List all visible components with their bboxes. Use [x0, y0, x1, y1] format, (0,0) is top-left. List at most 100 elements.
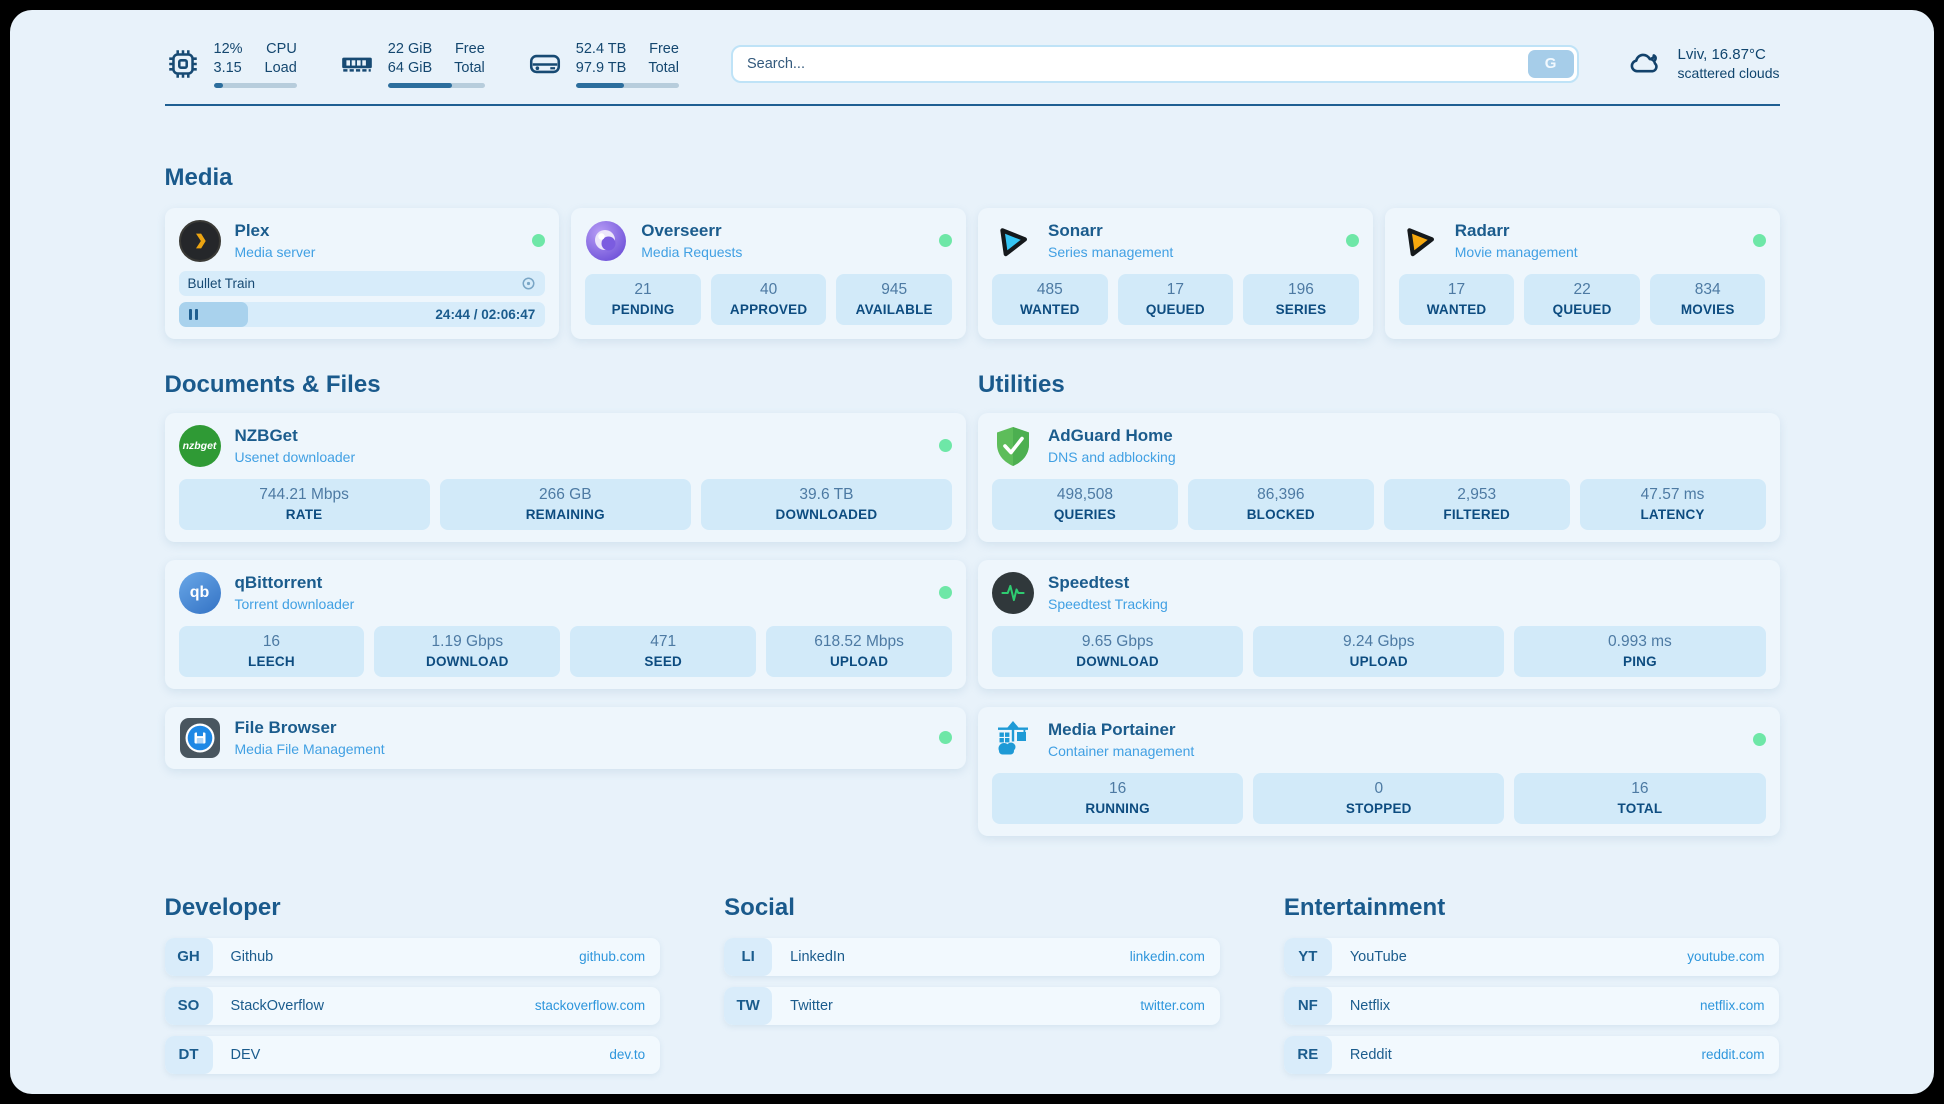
portainer-icon: [992, 719, 1034, 761]
app-card-plex[interactable]: Plex Media server Bullet Train 24:44 / 0: [164, 207, 560, 339]
stat-queued: 22 QUEUED: [1524, 273, 1640, 325]
bookmark-url: linkedin.com: [1129, 949, 1205, 965]
hardware-widgets: 12% 3.15 CPU Load: [165, 40, 679, 88]
bookmark-stackoverflow[interactable]: SO StackOverflow stackoverflow.com: [164, 986, 661, 1025]
stat-wanted: 17 WANTED: [1398, 273, 1515, 325]
disk-label-2: Total: [648, 59, 679, 76]
stat-blocked: 86,396 BLOCKED: [1187, 478, 1374, 530]
session-disc-icon[interactable]: [521, 276, 536, 291]
top-bar: 12% 3.15 CPU Load: [165, 10, 1780, 88]
disk-label-1: Free: [649, 41, 679, 57]
bookmark-reddit[interactable]: RE Reddit reddit.com: [1283, 1035, 1780, 1074]
app-card-portainer[interactable]: Media Portainer Container management 16 …: [978, 706, 1780, 836]
stat-latency: 47.57 ms LATENCY: [1579, 478, 1766, 530]
bookmark-abbr: LI: [724, 937, 773, 976]
weather-condition: scattered clouds: [1677, 65, 1780, 82]
disk-widget: 52.4 TB 97.9 TB Free Total: [527, 40, 679, 88]
cpu-label-2: Load: [264, 59, 297, 76]
app-card-qbittorrent[interactable]: qb qBittorrent Torrent downloader 16 LEE…: [164, 559, 966, 689]
bookmark-github[interactable]: GH Github github.com: [164, 937, 661, 976]
app-card-speedtest[interactable]: Speedtest Speedtest Tracking 9.65 Gbps D…: [978, 559, 1780, 689]
sonarr-icon: [992, 220, 1034, 262]
disk-free: 52.4 TB: [575, 41, 627, 57]
bookmark-netflix[interactable]: NF Netflix netflix.com: [1283, 986, 1780, 1025]
bookmark-group-social: Social LI LinkedIn linkedin.com TW Twitt…: [724, 894, 1220, 1085]
app-name: Plex: [234, 221, 270, 241]
section-title-utilities: Utilities: [978, 370, 1065, 398]
playback-progress-bar: 24:44 / 02:06:47: [178, 301, 546, 327]
bookmark-name: Twitter: [790, 997, 833, 1014]
bookmark-name: LinkedIn: [790, 948, 845, 965]
app-subtitle: Media Requests: [641, 244, 743, 261]
app-card-radarr[interactable]: Radarr Movie management 17 WANTED 22 QUE…: [1384, 207, 1780, 339]
header-divider: [164, 103, 1780, 106]
search-bar[interactable]: G: [730, 44, 1579, 83]
cpu-widget: 12% 3.15 CPU Load: [165, 40, 297, 88]
bookmark-abbr: GH: [164, 937, 213, 976]
cloud-icon: [1630, 53, 1658, 73]
app-name: Media Portainer: [1048, 720, 1176, 740]
cpu-usage: 12%: [213, 41, 243, 57]
app-card-adguard[interactable]: AdGuard Home DNS and adblocking 498,508 …: [978, 412, 1780, 542]
ram-widget: 22 GiB 64 GiB Free Total: [339, 40, 485, 88]
search-engine-button[interactable]: G: [1527, 49, 1574, 78]
qbittorrent-icon: qb: [178, 571, 221, 614]
bookmark-dev[interactable]: DT DEV dev.to: [164, 1035, 661, 1074]
stat-ping: 0.993 ms PING: [1514, 625, 1766, 677]
bookmark-youtube[interactable]: YT YouTube youtube.com: [1283, 937, 1780, 976]
bookmark-name: Netflix: [1349, 997, 1391, 1014]
app-name: File Browser: [234, 718, 337, 738]
stat-filtered: 2,953 FILTERED: [1383, 478, 1570, 530]
disk-progress-bar: [575, 82, 679, 88]
section-title-media: Media: [164, 163, 233, 191]
bookmark-name: YouTube: [1349, 948, 1407, 965]
status-dot: [1752, 733, 1766, 747]
section-title-social: Social: [724, 893, 795, 921]
bookmark-url: stackoverflow.com: [534, 998, 646, 1014]
stat-rate: 744.21 Mbps RATE: [178, 478, 430, 530]
ram-free: 22 GiB: [387, 41, 433, 57]
cpu-load-avg: 3.15: [213, 59, 242, 76]
app-card-sonarr[interactable]: Sonarr Series management 485 WANTED 17 Q…: [978, 207, 1373, 339]
section-media: Media Plex Media server Bullet Train: [164, 163, 1780, 339]
bookmark-name: DEV: [230, 1046, 261, 1063]
status-dot: [1345, 234, 1359, 248]
status-dot: [1752, 234, 1766, 248]
app-name: Sonarr: [1048, 221, 1103, 241]
bookmark-twitter[interactable]: TW Twitter twitter.com: [724, 986, 1220, 1025]
app-subtitle: Series management: [1048, 244, 1174, 261]
adguard-icon: [992, 425, 1034, 467]
app-card-filebrowser[interactable]: File Browser Media File Management: [164, 706, 966, 769]
status-dot: [939, 586, 952, 600]
app-subtitle: Speedtest Tracking: [1048, 596, 1168, 613]
ram-total: 64 GiB: [387, 59, 433, 76]
app-subtitle: Movie management: [1454, 244, 1578, 261]
section-utilities: Utilities AdGuard Home DNS and adblockin…: [978, 371, 1780, 836]
bookmark-abbr: TW: [724, 986, 773, 1025]
stat-upload: 618.52 Mbps UPLOAD: [766, 625, 952, 677]
now-playing-title: Bullet Train: [187, 275, 256, 291]
bookmark-group-entertainment: Entertainment YT YouTube youtube.com NF …: [1283, 893, 1780, 1085]
app-subtitle: Usenet downloader: [234, 449, 356, 466]
status-dot: [939, 234, 952, 248]
bookmark-url: youtube.com: [1687, 949, 1765, 965]
bookmark-linkedin[interactable]: LI LinkedIn linkedin.com: [724, 937, 1220, 976]
now-playing-row: Bullet Train: [178, 270, 546, 296]
app-name: AdGuard Home: [1048, 426, 1173, 446]
speedtest-icon: [992, 571, 1034, 614]
section-title-entertainment: Entertainment: [1283, 893, 1446, 921]
bookmark-abbr: DT: [164, 1035, 213, 1074]
status-dot: [532, 234, 546, 248]
stat-series: 196 SERIES: [1243, 273, 1359, 325]
stat-available: 945 AVAILABLE: [836, 273, 952, 325]
app-card-overseerr[interactable]: Overseerr Media Requests 21 PENDING 40 A…: [571, 207, 966, 339]
bookmark-url: github.com: [579, 949, 646, 965]
stat-download: 1.19 Gbps DOWNLOAD: [374, 625, 561, 677]
stat-downloaded: 39.6 TB DOWNLOADED: [700, 478, 953, 530]
app-subtitle: Torrent downloader: [234, 596, 355, 613]
stat-remaining: 266 GB REMAINING: [439, 478, 691, 530]
ram-progress-bar: [387, 82, 485, 88]
search-input[interactable]: [746, 55, 1528, 72]
app-card-nzbget[interactable]: nzbget NZBGet Usenet downloader 744.21 M…: [164, 412, 966, 542]
disk-icon: [529, 54, 560, 74]
